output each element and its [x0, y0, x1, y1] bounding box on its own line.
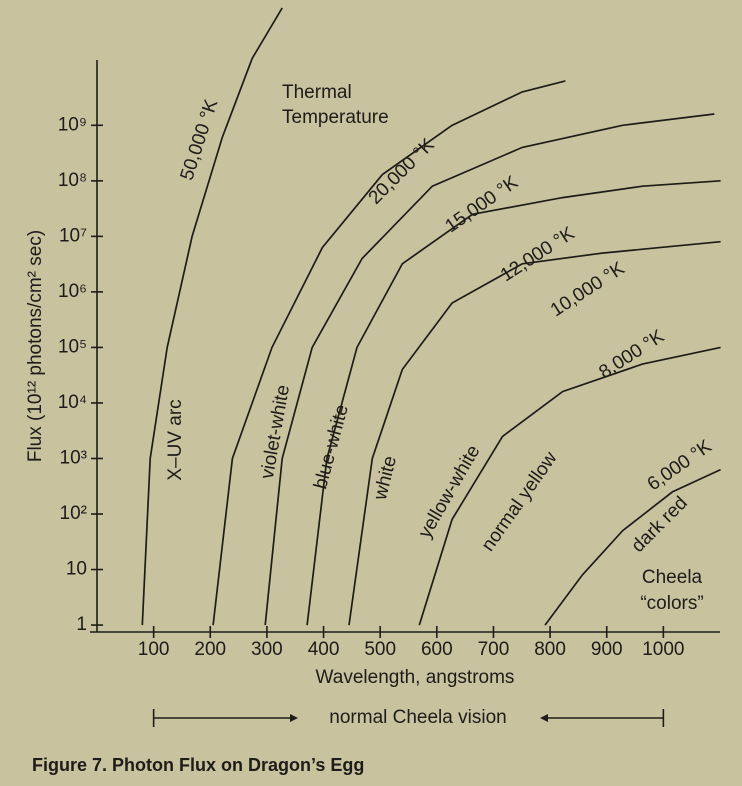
line: [306, 179, 721, 626]
x-tick-label: 800: [534, 639, 566, 660]
y-tick-label: 10⁷: [59, 225, 87, 246]
y-tick-label: 10⁹: [58, 114, 87, 135]
y-tick-label: 10⁸: [58, 170, 87, 191]
y-tick-label: 10⁶: [58, 281, 87, 302]
line: [418, 346, 721, 626]
x-axis-label: Wavelength, angstroms: [316, 667, 515, 688]
line: [348, 240, 721, 626]
y-tick-label: 10³: [60, 447, 87, 468]
x-tick-label: 300: [251, 639, 283, 660]
x-tick-label: 400: [308, 639, 340, 660]
annotation: Temperature: [282, 107, 389, 128]
line: [544, 468, 721, 626]
caption: Figure 7. Photon Flux on Dragon’s Egg: [32, 755, 364, 775]
range-label: normal Cheela vision: [329, 707, 506, 728]
y-axis-label: Flux (10¹² photons/cm² sec): [25, 230, 46, 462]
annotation: Cheela: [642, 567, 703, 588]
line: [212, 80, 566, 626]
y-tick-label: 10²: [60, 503, 87, 524]
x-tick-label: 100: [138, 639, 170, 660]
x-tick-label: 700: [478, 639, 510, 660]
x-tick-label: 500: [364, 639, 396, 660]
annotation: “colors”: [640, 593, 703, 614]
x-tick-label: 600: [421, 639, 453, 660]
y-tick-label: 10⁴: [58, 392, 87, 413]
x-tick-label: 200: [194, 639, 226, 660]
arrow-head: [290, 714, 298, 722]
annotation: Thermal: [282, 82, 352, 103]
y-tick-label: 10⁵: [58, 336, 87, 357]
x-tick-label: 900: [591, 639, 623, 660]
x-tick-label: 1000: [642, 639, 684, 660]
y-tick-label: 1: [76, 614, 87, 635]
band-label: X–UV arc: [165, 399, 186, 480]
arrow-head: [540, 714, 548, 722]
line: [141, 7, 283, 626]
line: [264, 113, 715, 626]
y-tick-label: 10: [66, 559, 87, 580]
